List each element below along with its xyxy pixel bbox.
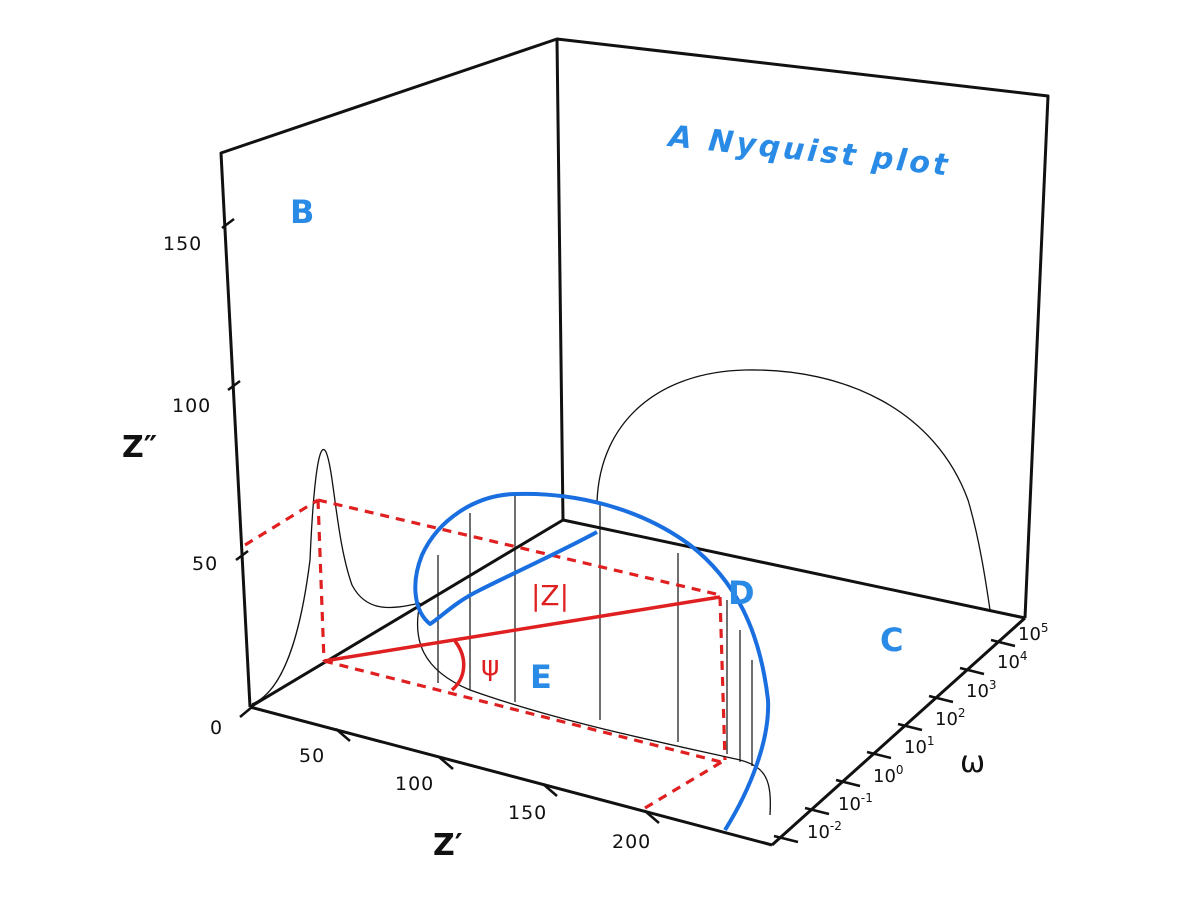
z-real-ticks [335, 728, 660, 824]
omega-ticks [773, 638, 1016, 844]
right-wall-semicircle [596, 369, 991, 611]
red-construction-lines [244, 498, 727, 810]
label-b: B [290, 193, 314, 231]
modulus-vector [323, 595, 721, 663]
label-e: E [530, 658, 552, 696]
projection-curves [251, 369, 991, 816]
omega-tick-1e1: 101 [904, 734, 935, 758]
z-real-tick-50: 50 [299, 745, 325, 767]
drop-lines [437, 494, 753, 766]
omega-tick-1e0: 100 [873, 763, 904, 787]
z-real-tick-labels: 50 100 150 200 [299, 745, 651, 853]
phase-angle-arc [450, 639, 466, 692]
z-imag-axis-title: Z″ [122, 430, 157, 465]
z-imag-tick-150: 150 [163, 233, 202, 255]
omega-tick-1e4: 104 [997, 649, 1028, 673]
omega-axis-title: ω [960, 745, 985, 780]
impedance-3d-curve [413, 491, 771, 832]
label-c: C [880, 621, 903, 659]
phase-label: ψ [481, 649, 499, 682]
z-imag-tick-0: 0 [210, 717, 223, 739]
z-imag-tick-100: 100 [172, 395, 211, 417]
plot-title: A Nyquist plot [665, 119, 952, 184]
floor-trace-curve [416, 602, 772, 816]
omega-axis-line [770, 616, 1027, 847]
omega-tick-1e2: 102 [935, 706, 966, 730]
z-imag-ticks [221, 218, 253, 718]
z-imag-tick-50: 50 [192, 553, 218, 575]
z-real-tick-150: 150 [508, 802, 547, 824]
z-imag-tick-labels: 0 50 100 150 [163, 233, 223, 739]
label-d: D [728, 574, 755, 612]
right-wall-frame [556, 37, 1050, 619]
impedance-vector [323, 595, 721, 692]
z-real-tick-100: 100 [395, 773, 434, 795]
back-floor-edge-left [249, 518, 564, 709]
left-wall-frame [219, 37, 565, 708]
z-real-tick-200: 200 [612, 831, 651, 853]
z-real-axis-line [249, 705, 773, 847]
omega-tick-1e-1: 10-1 [838, 791, 873, 815]
omega-tick-1e-2: 10-2 [807, 819, 842, 843]
omega-tick-labels: 10-2 10-1 100 101 102 103 104 105 [807, 621, 1049, 843]
omega-tick-1e3: 103 [966, 678, 997, 702]
back-floor-edge-right [562, 518, 1026, 620]
z-real-axis-title: Z′ [433, 828, 463, 863]
omega-tick-1e5: 105 [1018, 621, 1049, 645]
modulus-label: |Z| [531, 579, 569, 612]
left-wall-peak-curve [251, 448, 421, 705]
